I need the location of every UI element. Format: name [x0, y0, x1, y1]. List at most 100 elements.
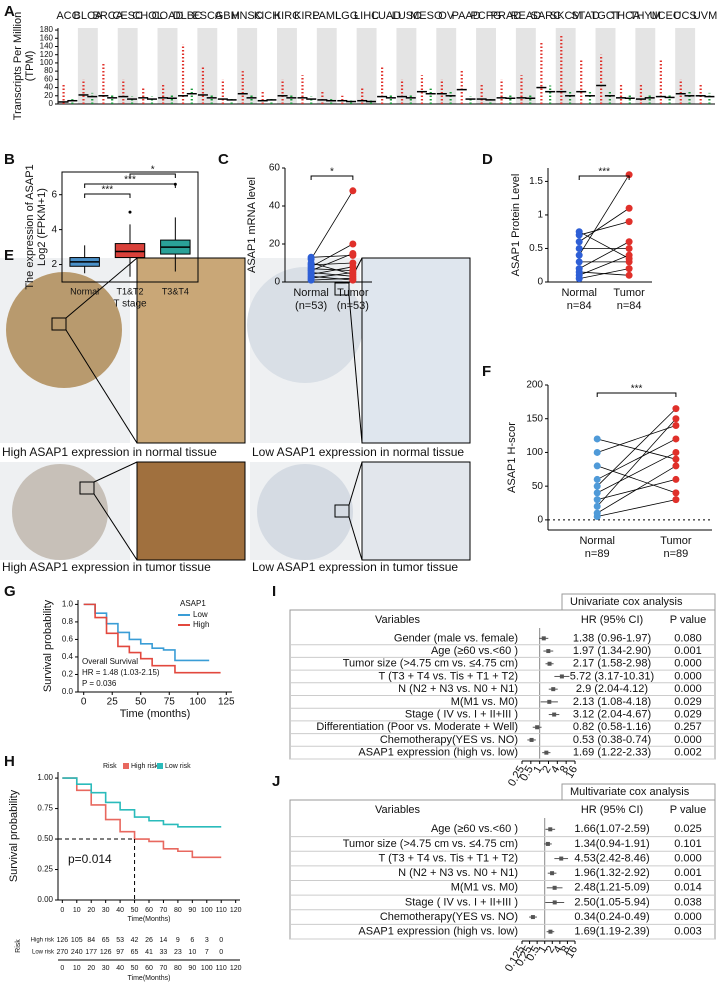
- hr-point: [548, 929, 553, 934]
- category-label: LGG: [335, 10, 358, 22]
- point: [625, 218, 633, 226]
- point: [672, 405, 680, 413]
- x-tick-label: 0: [60, 907, 64, 914]
- hr-text: 2.13 (1.08-4.18): [573, 696, 651, 708]
- zoom-box: [51, 317, 67, 331]
- hr-text: 1.69(1.19-2.39): [574, 926, 649, 938]
- y-tick-label: 4: [51, 224, 57, 235]
- p-value: 0.101: [674, 838, 702, 850]
- band: [595, 28, 616, 104]
- x-tick-sublabel: n=84: [567, 300, 592, 312]
- hr-point: [541, 636, 546, 641]
- ihc-images: [0, 257, 471, 561]
- hr-text: 1.38 (0.96-1.97): [573, 632, 651, 644]
- y-tick-label: 120: [40, 50, 54, 59]
- band: [77, 28, 98, 104]
- y-axis-label: Log2 (FPKM+1): [36, 188, 48, 266]
- risk-count: 33: [160, 949, 168, 956]
- pair-line: [579, 241, 630, 269]
- x-tick-label: T3&T4: [162, 286, 189, 296]
- legend-label: Low risk: [165, 763, 191, 770]
- risk-count: 10: [188, 949, 196, 956]
- risk-count: 84: [87, 937, 95, 944]
- category-label: LUAD: [372, 10, 401, 22]
- risk-count: 6: [190, 937, 194, 944]
- y-tick-label: 80: [44, 66, 53, 75]
- p-value: 0.000: [674, 734, 702, 746]
- x-tick-sublabel: n=89: [585, 548, 610, 560]
- y-tick-label: 6: [51, 189, 57, 200]
- significance-bracket: [310, 175, 354, 180]
- hr-text: 2.48(1.21-5.09): [574, 882, 649, 894]
- category-label: HNSC: [232, 10, 263, 22]
- zoom-image: [136, 257, 246, 444]
- point: [672, 415, 680, 423]
- legend-title: Risk: [103, 763, 117, 770]
- x-tick-label: 70: [160, 907, 168, 914]
- pair-line: [597, 465, 677, 494]
- table-title: Multivariate cox analysis: [570, 786, 690, 798]
- x-tick-label: 75: [164, 697, 176, 708]
- zoom-box: [79, 481, 95, 495]
- x-tick-label: 1: [531, 764, 544, 775]
- category-label: UCEC: [650, 10, 681, 22]
- point: [625, 271, 633, 279]
- x-tick-label: 4: [549, 764, 562, 775]
- category-label: SKCM: [550, 10, 582, 22]
- hr-text: 4.53(2.42-8.46): [574, 852, 649, 864]
- category-label: BLCA: [73, 10, 102, 22]
- hr-point: [529, 737, 534, 742]
- y-tick-label: 0: [537, 277, 543, 288]
- annotation: P = 0.036: [82, 679, 117, 688]
- caption: Low ASAP1 expression in tumor tissue: [252, 560, 458, 574]
- band: [277, 28, 297, 104]
- variable: ASAP1 expression (high vs. low): [358, 926, 518, 938]
- y-axis-label: ASAP1 mRNA level: [246, 177, 258, 273]
- category-label: UCS: [674, 10, 697, 22]
- y-tick-label: 140: [40, 42, 54, 51]
- annotation: HR = 1.48 (1.03-2.15): [82, 668, 160, 677]
- hr-point: [552, 712, 557, 717]
- y-tick-label: 60: [269, 163, 281, 174]
- significance-label: *: [330, 167, 334, 178]
- hr-point: [559, 674, 564, 679]
- risk-count: 42: [131, 937, 139, 944]
- point: [672, 462, 680, 470]
- x-tick-label: 100: [189, 697, 206, 708]
- category-label: LAML: [312, 10, 341, 22]
- y-tick-label: 0.00: [37, 895, 53, 904]
- category-label: SARC: [530, 10, 561, 22]
- category-label: MESO: [410, 10, 443, 22]
- category-label: PAAD: [452, 10, 481, 22]
- variable: N (N2 + N3 vs. N0 + N1): [398, 683, 518, 695]
- point: [672, 496, 680, 504]
- y-tick-label: 100: [526, 447, 543, 458]
- band: [197, 28, 218, 104]
- variable: ASAP1 expression (high vs. low): [358, 747, 518, 759]
- table-x-tick-label: 120: [230, 965, 242, 972]
- table-x-tick-label: 70: [160, 965, 168, 972]
- risk-count: 0: [219, 949, 223, 956]
- zoom-box: [334, 282, 350, 296]
- pair-line: [578, 174, 630, 256]
- hr-point: [552, 900, 557, 905]
- point: [575, 244, 583, 252]
- table-x-tick-label: 10: [73, 965, 81, 972]
- band: [237, 28, 258, 104]
- significance-bracket: [129, 173, 176, 178]
- table-x-tick-label: 40: [116, 965, 124, 972]
- point: [593, 496, 601, 504]
- category-label: CESC: [112, 10, 143, 22]
- x-tick-label: 125: [218, 697, 235, 708]
- x-tick-label: Tumor: [613, 287, 645, 299]
- x-tick-label: 0: [81, 697, 87, 708]
- variable: Tumor size (>4.75 cm vs. ≤4.75 cm): [343, 838, 518, 850]
- panel-label: B: [4, 151, 15, 168]
- panel-label: D: [482, 151, 493, 168]
- hr-point: [545, 841, 550, 846]
- category-label: STAD: [571, 10, 600, 22]
- x-tick-label: 40: [116, 907, 124, 914]
- pair-line: [310, 253, 354, 271]
- x-axis-label: T stage: [113, 299, 147, 310]
- hr-text: 1.66(1.07-2.59): [574, 823, 649, 835]
